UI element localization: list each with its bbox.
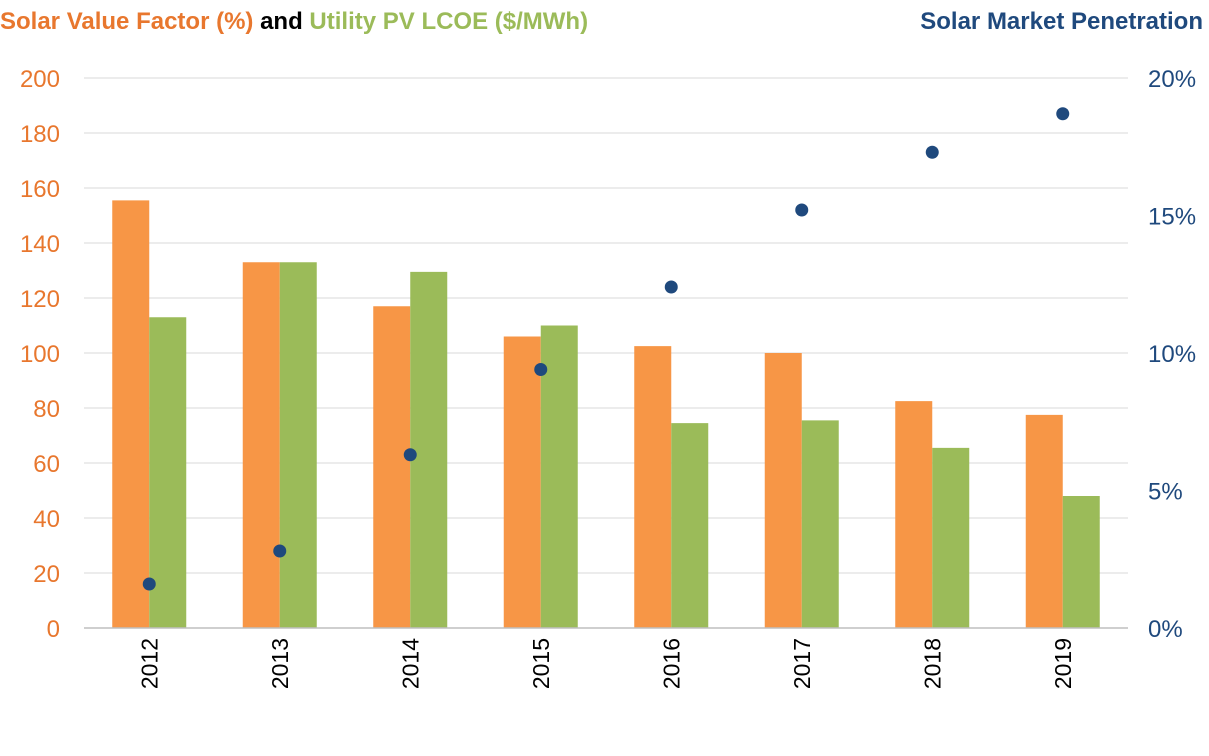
x-tick-label-2013: 2013 bbox=[267, 638, 293, 689]
y-left-tick-label: 40 bbox=[33, 506, 60, 533]
x-tick-label-2018: 2018 bbox=[919, 638, 945, 689]
x-tick-label-2014: 2014 bbox=[397, 638, 423, 689]
bar-lcoe-2014 bbox=[410, 271, 448, 628]
y-left-tick-label: 140 bbox=[20, 231, 60, 258]
bar-value-factor-2016 bbox=[634, 346, 672, 628]
bar-value-factor-2014 bbox=[373, 306, 411, 628]
chart-title-right: Solar Market Penetration bbox=[920, 8, 1203, 35]
point-penetration-2015 bbox=[534, 363, 548, 376]
x-tick-label-2017: 2017 bbox=[789, 638, 815, 689]
bar-lcoe-2018 bbox=[932, 447, 970, 628]
y-left-tick-label: 200 bbox=[20, 66, 60, 93]
bar-lcoe-2019 bbox=[1062, 496, 1100, 628]
x-tick-label-2019: 2019 bbox=[1050, 638, 1076, 689]
chart-title-left-part-0: Solar Value Factor (%) bbox=[0, 8, 253, 35]
y-left-tick-label: 120 bbox=[20, 286, 60, 313]
y-left-tick-label: 60 bbox=[33, 451, 60, 478]
y-right-tick-label: 10% bbox=[1148, 341, 1196, 368]
bar-series bbox=[112, 200, 1100, 628]
x-tick-label-2015: 2015 bbox=[528, 638, 554, 689]
bar-lcoe-2013 bbox=[279, 262, 317, 628]
point-penetration-2012 bbox=[142, 577, 156, 591]
y-left-tick-label: 100 bbox=[20, 341, 60, 368]
point-penetration-2016 bbox=[664, 280, 678, 294]
point-penetration-2014 bbox=[403, 448, 417, 462]
bar-lcoe-2017 bbox=[801, 420, 839, 628]
point-penetration-2013 bbox=[273, 544, 287, 558]
y-left-tick-label: 180 bbox=[20, 121, 60, 148]
bar-value-factor-2013 bbox=[242, 262, 280, 628]
point-penetration-2019 bbox=[1056, 107, 1070, 121]
bar-value-factor-2017 bbox=[764, 353, 802, 628]
bar-value-factor-2019 bbox=[1025, 414, 1063, 628]
left-axis-ticks: 0 20 40 60 80 100 120 140 160 180 200 bbox=[20, 66, 60, 643]
y-right-tick-label: 20% bbox=[1148, 66, 1196, 93]
x-tick-label-2012: 2012 bbox=[136, 638, 162, 689]
point-penetration-2017 bbox=[795, 203, 809, 217]
penetration-points bbox=[142, 107, 1070, 591]
right-axis-ticks: 0% 5% 10% 15% 20% bbox=[1148, 66, 1196, 643]
point-penetration-2018 bbox=[925, 145, 939, 159]
y-right-tick-label: 5% bbox=[1148, 479, 1183, 506]
y-left-tick-label: 0 bbox=[47, 616, 60, 643]
y-right-tick-label: 0% bbox=[1148, 616, 1183, 643]
bar-lcoe-2016 bbox=[671, 423, 709, 628]
x-tick-label-2016: 2016 bbox=[658, 638, 684, 689]
y-left-tick-label: 160 bbox=[20, 176, 60, 203]
bar-lcoe-2015 bbox=[540, 325, 578, 628]
chart-title-left-part-2: Utility PV LCOE ($/MWh) bbox=[309, 8, 588, 35]
y-right-tick-label: 15% bbox=[1148, 204, 1196, 231]
gridlines bbox=[84, 77, 1128, 574]
y-left-tick-label: 80 bbox=[33, 396, 60, 423]
bar-value-factor-2012 bbox=[112, 200, 150, 628]
bar-value-factor-2018 bbox=[895, 401, 933, 628]
bar-lcoe-2012 bbox=[149, 317, 187, 628]
chart-title-left-part-1: and bbox=[253, 8, 309, 35]
chart-title-left: Solar Value Factor (%) and Utility PV LC… bbox=[0, 8, 588, 35]
x-axis-tick-labels: 2012 2013 2014 2015 2016 2017 2018 2019 bbox=[136, 638, 1076, 689]
bar-value-factor-2015 bbox=[503, 336, 541, 628]
y-left-tick-label: 20 bbox=[33, 561, 60, 588]
